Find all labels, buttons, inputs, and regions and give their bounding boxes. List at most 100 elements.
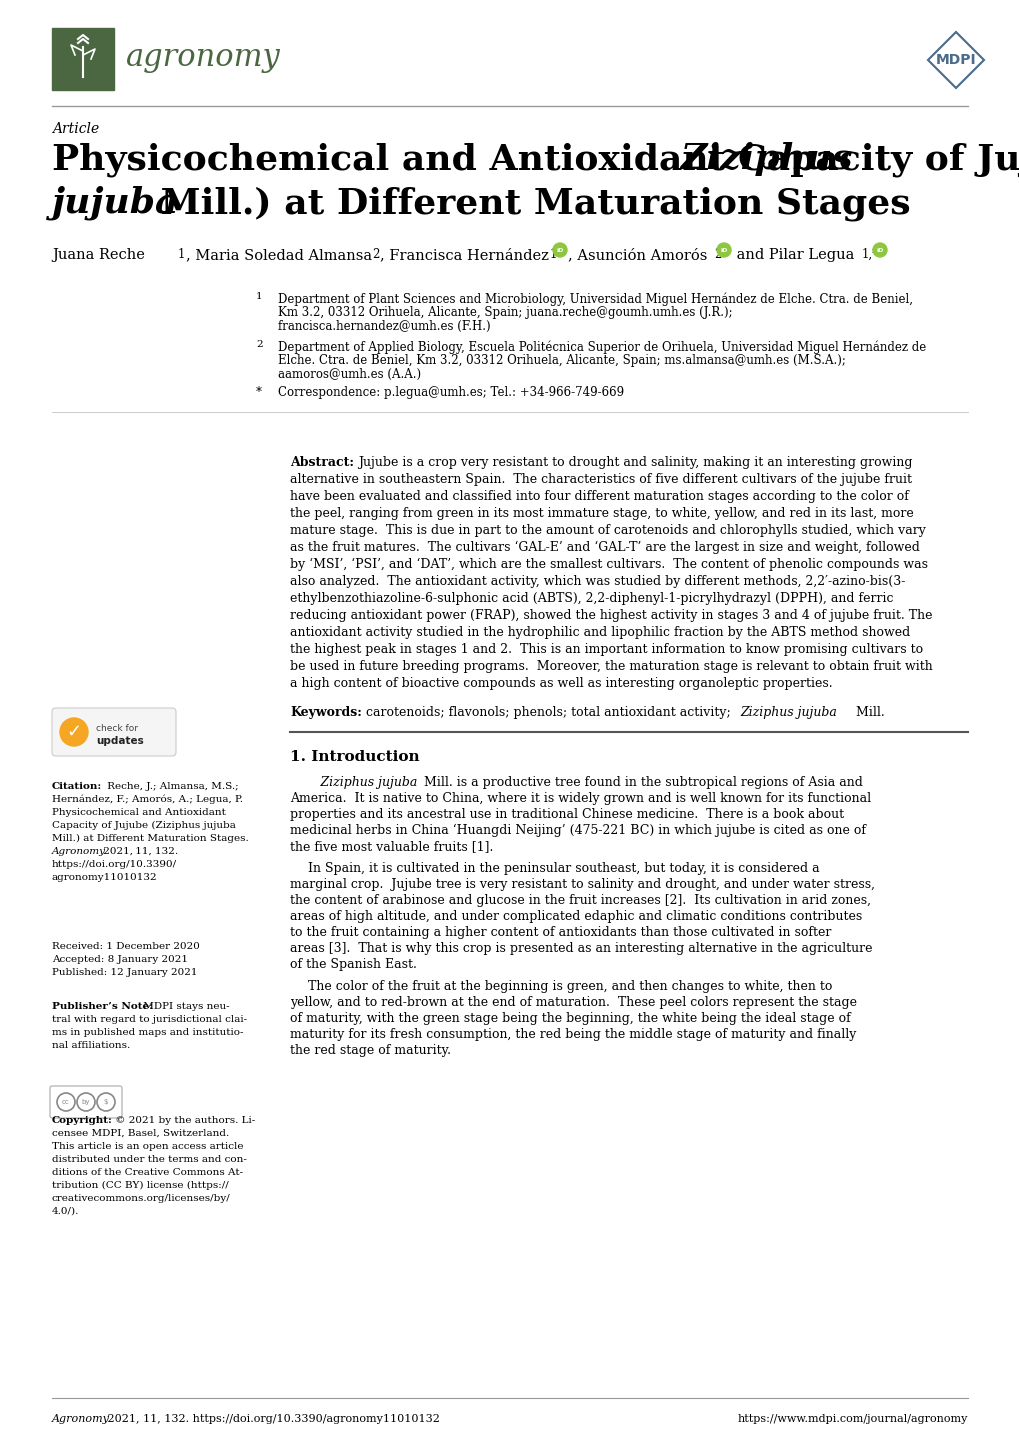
Text: Juana Reche: Juana Reche: [52, 248, 150, 262]
Text: to the fruit containing a higher content of antioxidants than those cultivated i: to the fruit containing a higher content…: [289, 926, 830, 939]
Text: agronomy11010132: agronomy11010132: [52, 872, 158, 883]
Text: Department of Applied Biology, Escuela Politécnica Superior de Orihuela, Univers: Department of Applied Biology, Escuela P…: [278, 340, 925, 353]
Text: aamoros@umh.es (A.A.): aamoros@umh.es (A.A.): [278, 368, 421, 381]
Text: by: by: [82, 1099, 90, 1105]
Text: Capacity of Jujube (⁠Ziziphus jujuba: Capacity of Jujube (⁠Ziziphus jujuba: [52, 820, 235, 831]
Text: nal affiliations.: nal affiliations.: [52, 1041, 130, 1050]
FancyBboxPatch shape: [52, 27, 114, 89]
Text: Jujube is a crop very resistant to drought and salinity, making it an interestin: Jujube is a crop very resistant to droug…: [358, 456, 912, 469]
Text: check for: check for: [96, 724, 138, 733]
Text: 2021,: 2021,: [100, 846, 132, 857]
Text: the five most valuable fruits [1].: the five most valuable fruits [1].: [289, 841, 493, 854]
Text: properties and its ancestral use in traditional Chinese medicine.  There is a bo: properties and its ancestral use in trad…: [289, 808, 844, 820]
Text: ms in published maps and institutio-: ms in published maps and institutio-: [52, 1028, 244, 1037]
Text: This article is an open access article: This article is an open access article: [52, 1142, 244, 1151]
Text: The color of the fruit at the beginning is green, and then changes to white, the: The color of the fruit at the beginning …: [308, 981, 832, 994]
FancyBboxPatch shape: [50, 1086, 122, 1118]
Text: creativecommons.org/licenses/by/: creativecommons.org/licenses/by/: [52, 1194, 230, 1203]
Text: reducing antioxidant power (FRAP), showed the highest activity in stages 3 and 4: reducing antioxidant power (FRAP), showe…: [289, 609, 931, 622]
Text: be used in future breeding programs.  Moreover, the maturation stage is relevant: be used in future breeding programs. Mor…: [289, 660, 931, 673]
Text: of the Spanish East.: of the Spanish East.: [289, 957, 417, 970]
Text: Article: Article: [52, 123, 99, 136]
Text: iD: iD: [719, 248, 727, 252]
Text: tral with regard to jurisdictional clai-: tral with regard to jurisdictional clai-: [52, 1015, 247, 1024]
Text: Received: 1 December 2020: Received: 1 December 2020: [52, 942, 200, 952]
Text: Ziziphus jujuba: Ziziphus jujuba: [308, 776, 417, 789]
Text: a high content of bioactive compounds as well as interesting organoleptic proper: a high content of bioactive compounds as…: [289, 676, 832, 691]
Text: distributed under the terms and con-: distributed under the terms and con-: [52, 1155, 247, 1164]
Text: updates: updates: [96, 735, 144, 746]
Text: 2: 2: [713, 248, 720, 261]
Text: iD: iD: [875, 248, 882, 252]
Text: as the fruit matures.  The cultivars ‘GAL-E’ and ‘GAL-T’ are the largest in size: as the fruit matures. The cultivars ‘GAL…: [289, 541, 919, 554]
Text: cc: cc: [62, 1099, 70, 1105]
Text: 11, 132.: 11, 132.: [131, 846, 178, 857]
Text: have been evaluated and classified into four different maturation stages accordi: have been evaluated and classified into …: [289, 490, 908, 503]
Text: *: *: [256, 386, 262, 399]
Text: agronomy: agronomy: [126, 42, 280, 74]
Text: Hernández, F.; Amorós, A.; Legua, P.: Hernández, F.; Amorós, A.; Legua, P.: [52, 795, 243, 805]
Text: 2: 2: [256, 340, 262, 349]
Text: Agronomy: Agronomy: [52, 1415, 110, 1425]
Text: © 2021 by the authors. Li-: © 2021 by the authors. Li-: [112, 1116, 255, 1125]
Text: areas [3].  That is why this crop is presented as an interesting alternative in : areas [3]. That is why this crop is pres…: [289, 942, 871, 955]
Text: carotenoids; flavonols; phenols; total antioxidant activity;: carotenoids; flavonols; phenols; total a…: [362, 707, 734, 720]
Text: Agronomy: Agronomy: [52, 846, 106, 857]
Circle shape: [716, 244, 731, 257]
Text: alternative in southeastern Spain.  The characteristics of five different cultiv: alternative in southeastern Spain. The c…: [289, 473, 911, 486]
Text: , Asunción Amorós: , Asunción Amorós: [568, 248, 711, 262]
Text: Physicochemical and Antioxidant Capacity of Jujube (: Physicochemical and Antioxidant Capacity…: [52, 141, 1019, 176]
Text: Publisher’s Note:: Publisher’s Note:: [52, 1002, 153, 1011]
Text: 1: 1: [549, 248, 556, 261]
Text: MDPI stays neu-: MDPI stays neu-: [140, 1002, 229, 1011]
Text: and Pilar Legua: and Pilar Legua: [732, 248, 858, 262]
Text: the content of arabinose and glucose in the fruit increases [2].  Its cultivatio: the content of arabinose and glucose in …: [289, 894, 870, 907]
Text: America.  It is native to China, where it is widely grown and is well known for : America. It is native to China, where it…: [289, 792, 870, 805]
Text: mature stage.  This is due in part to the amount of carotenoids and chlorophylls: mature stage. This is due in part to the…: [289, 523, 925, 536]
Text: Mill.: Mill.: [851, 707, 883, 720]
Text: https://www.mdpi.com/journal/agronomy: https://www.mdpi.com/journal/agronomy: [737, 1415, 967, 1425]
Text: Ziziphus: Ziziphus: [680, 141, 852, 176]
Text: areas of high altitude, and under complicated edaphic and climatic conditions co: areas of high altitude, and under compli…: [289, 910, 861, 923]
Text: antioxidant activity studied in the hydrophilic and lipophilic fraction by the A: antioxidant activity studied in the hydr…: [289, 626, 909, 639]
Text: Km 3.2, 03312 Orihuela, Alicante, Spain; juana.reche@goumh.umh.es (J.R.);: Km 3.2, 03312 Orihuela, Alicante, Spain;…: [278, 306, 732, 319]
Text: MDPI: MDPI: [934, 53, 975, 66]
Text: also analyzed.  The antioxidant activity, which was studied by different methods: also analyzed. The antioxidant activity,…: [289, 575, 905, 588]
Text: Abstract:: Abstract:: [289, 456, 354, 469]
Text: Correspondence: p.legua@umh.es; Tel.: +34-966-749-669: Correspondence: p.legua@umh.es; Tel.: +3…: [278, 386, 624, 399]
Text: ✓: ✓: [66, 722, 82, 741]
Text: Accepted: 8 January 2021: Accepted: 8 January 2021: [52, 955, 187, 965]
Text: maturity for its fresh consumption, the red being the middle stage of maturity a: maturity for its fresh consumption, the …: [289, 1028, 856, 1041]
Text: Keywords:: Keywords:: [289, 707, 362, 720]
Text: marginal crop.  Jujube tree is very resistant to salinity and drought, and under: marginal crop. Jujube tree is very resis…: [289, 878, 874, 891]
Text: the peel, ranging from green in its most immature stage, to white, yellow, and r: the peel, ranging from green in its most…: [289, 508, 913, 521]
Text: yellow, and to red-brown at the end of maturation.  These peel colors represent : yellow, and to red-brown at the end of m…: [289, 996, 856, 1009]
Text: , Maria Soledad Almansa: , Maria Soledad Almansa: [185, 248, 376, 262]
Circle shape: [552, 244, 567, 257]
Text: , Francisca Hernández: , Francisca Hernández: [380, 248, 553, 262]
Text: the red stage of maturity.: the red stage of maturity.: [289, 1044, 450, 1057]
Text: iD: iD: [555, 248, 564, 252]
Circle shape: [60, 718, 88, 746]
Text: francisca.hernandez@umh.es (F.H.): francisca.hernandez@umh.es (F.H.): [278, 320, 490, 333]
Text: by ‘MSI’, ‘PSI’, and ‘DAT’, which are the smallest cultivars.  The content of ph: by ‘MSI’, ‘PSI’, and ‘DAT’, which are th…: [289, 558, 927, 571]
Text: 2: 2: [372, 248, 379, 261]
Text: Mill. is a productive tree found in the subtropical regions of Asia and: Mill. is a productive tree found in the …: [420, 776, 862, 789]
Text: Published: 12 January 2021: Published: 12 January 2021: [52, 968, 198, 978]
Text: Mill.) at Different Maturation Stages.: Mill.) at Different Maturation Stages.: [52, 833, 249, 844]
Text: 1: 1: [256, 291, 262, 301]
Circle shape: [872, 244, 887, 257]
Text: Citation:: Citation:: [52, 782, 102, 792]
Text: censee MDPI, Basel, Switzerland.: censee MDPI, Basel, Switzerland.: [52, 1129, 229, 1138]
Text: Elche. Ctra. de Beniel, Km 3.2, 03312 Orihuela, Alicante, Spain; ms.almansa@umh.: Elche. Ctra. de Beniel, Km 3.2, 03312 Or…: [278, 353, 845, 368]
Text: 1: 1: [178, 248, 185, 261]
Text: Department of Plant Sciences and Microbiology, Universidad Miguel Hernández de E: Department of Plant Sciences and Microbi…: [278, 291, 912, 306]
Text: $: $: [104, 1099, 108, 1105]
Text: Reche, J.; Almansa, M.S.;: Reche, J.; Almansa, M.S.;: [104, 782, 238, 792]
Text: 4.0/).: 4.0/).: [52, 1207, 79, 1216]
Text: https://doi.org/10.3390/: https://doi.org/10.3390/: [52, 859, 177, 870]
Text: ditions of the Creative Commons At-: ditions of the Creative Commons At-: [52, 1168, 243, 1177]
Text: 1. Introduction: 1. Introduction: [289, 750, 419, 764]
Text: ethylbenzothiazoline-6-sulphonic acid (ABTS), 2,2-diphenyl-1-picrylhydrazyl (DPP: ethylbenzothiazoline-6-sulphonic acid (A…: [289, 593, 893, 606]
Text: Ziziphus jujuba: Ziziphus jujuba: [739, 707, 836, 720]
